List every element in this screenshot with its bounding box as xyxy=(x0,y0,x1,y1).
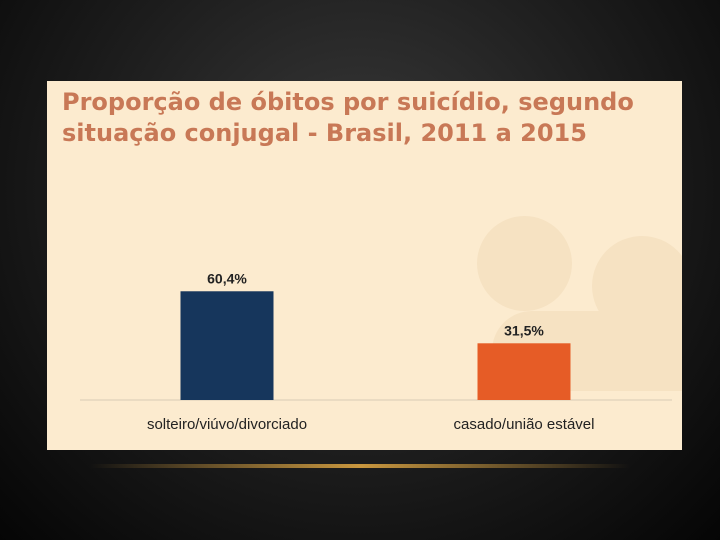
data-label-casado-uniao-estavel: 31,5% xyxy=(504,322,544,338)
category-label-solteiro-viuvo-divorciado: solteiro/viúvo/divorciado xyxy=(147,416,307,433)
chart-title: Proporção de óbitos por suicídio, segund… xyxy=(62,88,634,147)
bar-chart: 60,4% solteiro/viúvo/divorciado 31,5% casad… xyxy=(80,270,672,433)
bar-solteiro-viuvo-divorciado xyxy=(180,291,274,400)
bar-casado-uniao-estavel xyxy=(477,343,571,400)
slide-panel: Proporção de óbitos por suicídio, segund… xyxy=(47,81,682,450)
glow-line xyxy=(90,464,630,468)
category-label-casado-uniao-estavel: casado/união estável xyxy=(454,416,595,433)
background-decoration xyxy=(477,216,572,311)
bars-group xyxy=(180,291,571,400)
labels-group: 60,4% solteiro/viúvo/divorciado 31,5% casad… xyxy=(147,270,595,433)
data-label-solteiro-viuvo-divorciado: 60,4% xyxy=(207,270,247,286)
